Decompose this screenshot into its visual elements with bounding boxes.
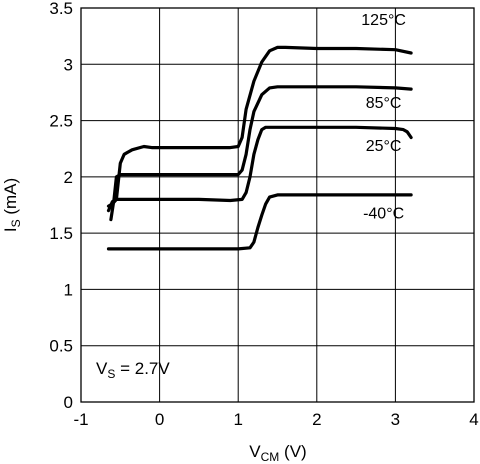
series-line-3	[106, 193, 413, 251]
x-tick-label: -1	[73, 410, 88, 429]
x-axis-title: VCM (V)	[249, 442, 306, 464]
series-label: 125°C	[361, 12, 406, 29]
x-tick-labels: -1 0 1 2 3 4	[73, 410, 478, 429]
grid	[80, 7, 475, 403]
supply-voltage-annotation: VS = 2.7V	[96, 359, 170, 381]
y-tick-label: 3.5	[49, 0, 73, 18]
x-tick-label: 3	[391, 410, 400, 429]
x-tick-label: 1	[233, 410, 242, 429]
series-label: 25°C	[366, 138, 402, 155]
plot-frame	[80, 7, 475, 403]
series-labels: 125°C 85°C 25°C -40°C	[361, 12, 406, 223]
y-tick-label: 1	[64, 280, 73, 299]
y-tick-label: 2.5	[49, 112, 73, 131]
y-tick-labels: 0 0.5 1 1.5 2 2.5 3 3.5	[49, 0, 73, 412]
y-axis-title: IS (mA)	[1, 178, 23, 232]
y-tick-label: 1.5	[49, 224, 73, 243]
y-tick-label: 0.5	[49, 337, 73, 356]
series-curves	[106, 45, 413, 251]
y-tick-label: 3	[64, 55, 73, 74]
x-tick-label: 4	[469, 410, 478, 429]
series-label: -40°C	[363, 206, 404, 223]
series-line-2	[106, 125, 413, 213]
series-line-0	[106, 45, 413, 208]
series-label: 85°C	[366, 95, 402, 112]
y-tick-label: 0	[64, 393, 73, 412]
y-tick-label: 2	[64, 168, 73, 187]
x-tick-label: 2	[312, 410, 321, 429]
series-line-1	[109, 85, 413, 222]
x-tick-label: 0	[155, 410, 164, 429]
